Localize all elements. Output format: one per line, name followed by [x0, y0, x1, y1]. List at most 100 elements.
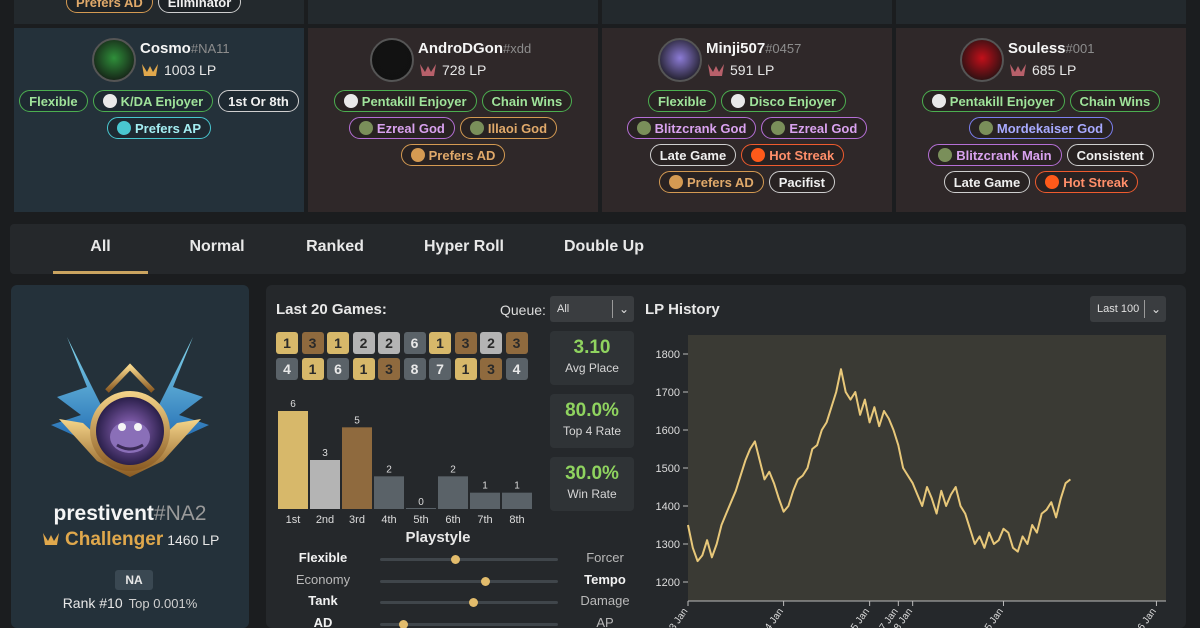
tab-all[interactable]: All	[90, 238, 111, 255]
avatar[interactable]	[370, 38, 414, 82]
stat-label: Win Rate	[567, 487, 617, 501]
tag-row: Late Game Hot Streak	[602, 144, 892, 166]
tag-badge[interactable]: Mordekaiser God	[968, 117, 1114, 139]
placement-bar[interactable]	[342, 427, 372, 509]
x-tick-label: 15 Jan	[980, 606, 1006, 628]
friend-card-header: AndroDGon#xdd 728 LP	[308, 38, 598, 82]
tag-row: Mordekaiser God	[896, 117, 1186, 139]
placement-box[interactable]: 2	[480, 332, 502, 354]
friend-name[interactable]: AndroDGon#xdd	[418, 40, 531, 57]
placement-box[interactable]: 3	[454, 332, 477, 354]
friend-card[interactable]: Souless#001 685 LP Pentakill Enjoyer Chain …	[896, 28, 1186, 212]
playstyle-right-label: AP	[596, 614, 614, 628]
playstyle-right-label: Tempo	[584, 571, 626, 587]
placement-box[interactable]: 1	[454, 358, 477, 380]
placement-bar[interactable]	[438, 476, 468, 509]
avatar[interactable]	[92, 38, 136, 82]
placement-bar[interactable]	[470, 492, 500, 509]
tag-badge[interactable]: 1st Or 8th	[218, 90, 299, 112]
tag-badge[interactable]: Blitzcrank Main	[928, 144, 1062, 166]
playstyle-marker	[399, 619, 409, 628]
tag-badge[interactable]: Chain Wins	[1069, 90, 1161, 112]
tag-badge[interactable]: Hot Streak	[741, 144, 845, 166]
tag-row: Flexible K/DA Enjoyer 1st Or 8th	[14, 90, 304, 112]
placement-box[interactable]: 2	[378, 332, 400, 354]
placement-box[interactable]: 6	[327, 358, 349, 380]
placement-box[interactable]: 3	[301, 332, 324, 354]
friend-name[interactable]: Cosmo#NA11	[140, 40, 230, 57]
tag-badge[interactable]: Illaoi God	[459, 117, 558, 139]
tag-row: Prefers AD	[308, 144, 598, 166]
placement-box[interactable]: 3	[378, 358, 400, 380]
tag-badge[interactable]: Late Game	[943, 171, 1031, 193]
avatar[interactable]	[658, 38, 702, 82]
placement-box[interactable]: 1	[352, 358, 375, 380]
placement-box[interactable]: 1	[429, 332, 451, 354]
placement-box[interactable]: 2	[352, 332, 375, 354]
tag-badge[interactable]: Consistent	[1066, 144, 1154, 166]
friend-card[interactable]: Minji507#0457 591 LP Flexible Disco Enjoyer…	[602, 28, 892, 212]
placement-bar[interactable]	[374, 476, 404, 509]
placement-bar[interactable]	[310, 460, 340, 509]
tag-badge[interactable]: Eliminator	[157, 0, 242, 13]
tab-double-up[interactable]: Double Up	[564, 238, 644, 255]
tag-badge[interactable]: Late Game	[649, 144, 737, 166]
friend-name[interactable]: Minji507#0457	[706, 40, 801, 57]
tag-badge[interactable]: Chain Wins	[481, 90, 573, 112]
placement-box[interactable]: 3	[480, 358, 502, 380]
placement-box[interactable]: 7	[429, 358, 451, 380]
bar-category-label: 1st	[286, 514, 301, 526]
placement-box[interactable]: 6	[403, 332, 426, 354]
queue-select[interactable]: All ⌄	[550, 296, 634, 322]
tag-badge[interactable]: Pentakill Enjoyer	[921, 90, 1065, 112]
tag-badge[interactable]: K/DA Enjoyer	[92, 90, 214, 112]
tag-badge[interactable]: Flexible	[647, 90, 717, 112]
tag-badge[interactable]: Prefers AP	[107, 117, 211, 139]
tag-badge[interactable]: Prefers AD	[66, 0, 153, 13]
tag-badge[interactable]: Ezreal God	[348, 117, 455, 139]
friend-tagline: #001	[1065, 41, 1095, 56]
tag-badge[interactable]: Hot Streak	[1035, 171, 1139, 193]
tab-normal[interactable]: Normal	[189, 238, 245, 255]
tag-badge[interactable]: Pentakill Enjoyer	[333, 90, 477, 112]
y-tick-label: 1800	[656, 349, 680, 361]
range-select[interactable]: Last 100 ⌄	[1090, 296, 1166, 322]
lp-series-line[interactable]	[687, 368, 1072, 563]
friend-card[interactable]: AndroDGon#xdd 728 LP Pentakill Enjoyer Chai…	[308, 28, 598, 212]
placement-box[interactable]: 4	[276, 358, 298, 380]
placement-box[interactable]: 1	[301, 358, 324, 380]
placement-box[interactable]: 1	[327, 332, 349, 354]
friend-name-text: AndroDGon	[418, 40, 503, 57]
placement-box[interactable]: 4	[505, 358, 528, 380]
friend-lp: 1003 LP	[140, 62, 216, 78]
tag-label: Mordekaiser God	[996, 120, 1104, 136]
avatar[interactable]	[960, 38, 1004, 82]
placement-box[interactable]: 8	[403, 358, 426, 380]
tag-label: Eliminator	[167, 0, 232, 10]
placement-bar[interactable]	[502, 492, 532, 509]
tag-badge[interactable]: Prefers AD	[400, 144, 506, 166]
y-tick-label: 1200	[656, 577, 680, 589]
tab-hyper-roll[interactable]: Hyper Roll	[423, 238, 504, 255]
tag-badge[interactable]: Pacifist	[768, 171, 835, 193]
tag-badge[interactable]: Flexible	[19, 90, 88, 112]
friend-lp: 728 LP	[418, 62, 486, 78]
plot-area	[688, 335, 1166, 601]
tag-badge[interactable]: Blitzcrank God	[626, 117, 757, 139]
tag-label: Flexible	[657, 93, 707, 109]
tab-ranked[interactable]: Ranked	[306, 238, 364, 255]
tag-label: Disco Enjoyer	[749, 93, 837, 109]
bar-category-label: 5th	[413, 514, 428, 526]
friend-name[interactable]: Souless#001	[1008, 40, 1094, 57]
friend-card[interactable]: Cosmo#NA11 1003 LP Flexible K/DA Enjoyer 1st…	[14, 28, 304, 212]
profile-lp: 1460 LP	[167, 532, 220, 548]
placement-bar[interactable]	[278, 411, 308, 509]
friend-card-header: Minji507#0457 591 LP	[602, 38, 892, 82]
placement-box[interactable]: 1	[276, 332, 298, 354]
queue-select-value: All	[557, 303, 570, 315]
tag-badge[interactable]: Disco Enjoyer	[721, 90, 847, 112]
placement-box[interactable]: 3	[505, 332, 528, 354]
tag-badge[interactable]: Prefers AD	[659, 171, 764, 193]
tag-badge[interactable]: Ezreal God	[761, 117, 868, 139]
rank-icon	[420, 64, 436, 76]
